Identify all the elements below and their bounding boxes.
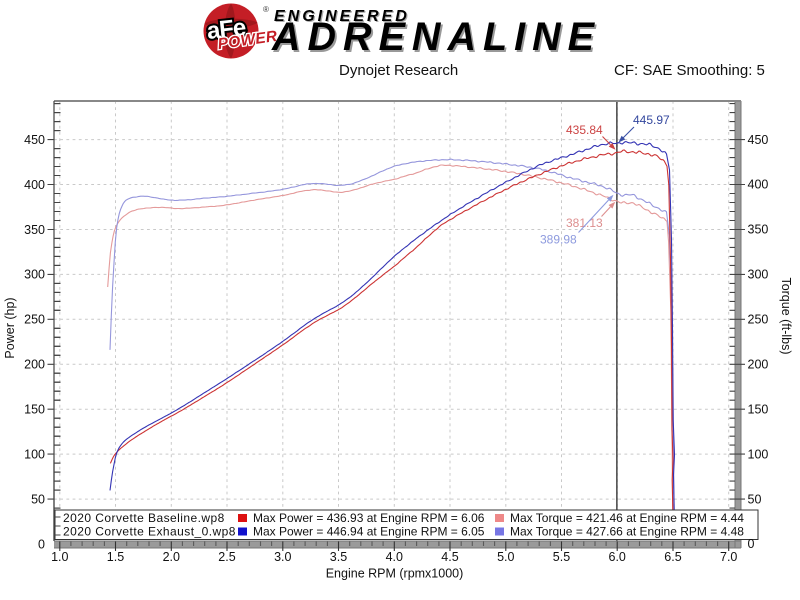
svg-text:0: 0: [748, 537, 755, 551]
svg-text:389.98: 389.98: [540, 233, 577, 247]
svg-text:4.0: 4.0: [386, 550, 403, 564]
svg-text:350: 350: [748, 223, 769, 237]
svg-text:450: 450: [24, 133, 45, 147]
svg-text:Max Torque = 421.46 at Engine: Max Torque = 421.46 at Engine RPM = 4.44: [510, 511, 744, 525]
svg-text:445.97: 445.97: [633, 113, 670, 127]
svg-text:381.13: 381.13: [566, 216, 603, 230]
svg-text:®: ®: [263, 5, 269, 14]
svg-text:2.0: 2.0: [163, 550, 180, 564]
svg-text:7.0: 7.0: [720, 550, 737, 564]
svg-text:ENGINEERED: ENGINEERED: [275, 9, 411, 26]
svg-text:50: 50: [31, 492, 45, 506]
svg-text:100: 100: [748, 447, 769, 461]
svg-text:6.5: 6.5: [664, 550, 681, 564]
svg-text:435.84: 435.84: [566, 123, 603, 137]
svg-text:Engine RPM (rpmx1000): Engine RPM (rpmx1000): [326, 567, 464, 581]
svg-text:350: 350: [24, 223, 45, 237]
svg-text:50: 50: [748, 492, 762, 506]
svg-text:Max Power = 446.94 at Engine R: Max Power = 446.94 at Engine RPM = 6.05: [253, 524, 485, 538]
svg-text:3.0: 3.0: [274, 550, 291, 564]
svg-text:Torque (ft-lbs): Torque (ft-lbs): [779, 277, 793, 354]
svg-text:250: 250: [24, 313, 45, 327]
svg-text:Max Torque = 427.66 at Engine: Max Torque = 427.66 at Engine RPM = 4.48: [510, 524, 744, 538]
svg-text:2020 Corvette Exhaust_0.wp8: 2020 Corvette Exhaust_0.wp8: [63, 524, 236, 538]
svg-text:aFe: aFe: [206, 14, 248, 45]
svg-text:3.5: 3.5: [330, 550, 347, 564]
svg-text:200: 200: [748, 358, 769, 372]
svg-text:1.0: 1.0: [51, 550, 68, 564]
svg-text:ADRENALINE: ADRENALINE: [273, 17, 603, 60]
svg-text:100: 100: [24, 447, 45, 461]
svg-text:4.5: 4.5: [441, 550, 458, 564]
svg-text:150: 150: [24, 403, 45, 417]
svg-text:450: 450: [748, 133, 769, 147]
svg-text:200: 200: [24, 358, 45, 372]
svg-text:5.0: 5.0: [497, 550, 514, 564]
svg-text:400: 400: [748, 178, 769, 192]
svg-text:6.0: 6.0: [609, 550, 626, 564]
svg-text:Dynojet Research: Dynojet Research: [339, 62, 458, 79]
svg-text:2020 Corvette Baseline.wp8: 2020 Corvette Baseline.wp8: [63, 511, 225, 525]
svg-text:1.5: 1.5: [107, 550, 124, 564]
svg-text:300: 300: [748, 268, 769, 282]
svg-text:ADRENALINE: ADRENALINE: [271, 15, 601, 59]
svg-text:ENGINEERED: ENGINEERED: [274, 8, 410, 25]
svg-text:0: 0: [38, 537, 45, 551]
svg-text:5.5: 5.5: [553, 550, 570, 564]
svg-text:Max Power = 436.93 at Engine R: Max Power = 436.93 at Engine RPM = 6.06: [253, 511, 485, 525]
svg-text:400: 400: [24, 178, 45, 192]
svg-text:300: 300: [24, 268, 45, 282]
svg-text:Power (hp): Power (hp): [3, 297, 17, 358]
svg-text:2.5: 2.5: [218, 550, 235, 564]
svg-text:150: 150: [748, 402, 769, 416]
svg-text:CF: SAE Smoothing: 5: CF: SAE Smoothing: 5: [614, 62, 765, 79]
svg-text:250: 250: [748, 313, 769, 327]
